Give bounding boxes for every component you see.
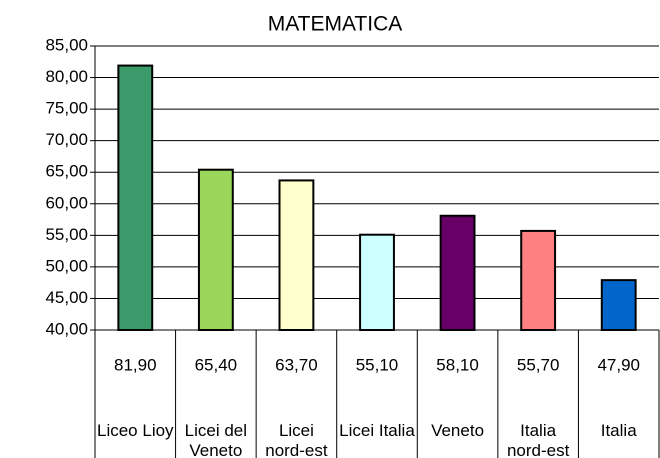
y-tick-label: 40,00 <box>45 319 88 338</box>
y-tick-label: 75,00 <box>45 99 88 118</box>
x-tick-label: Italia <box>600 421 637 440</box>
x-tick-label: Liceo Lioy <box>97 421 174 440</box>
bar <box>278 179 315 331</box>
y-tick-label: 85,00 <box>45 35 88 54</box>
y-tick-label: 55,00 <box>45 225 88 244</box>
x-tick-label: Veneto <box>431 421 485 440</box>
y-tick-label: 70,00 <box>45 130 88 149</box>
x-tick-label: Licei Italia <box>339 421 415 440</box>
x-tick-label: Licei nord-est <box>265 421 328 458</box>
value-label: 55,70 <box>517 355 560 374</box>
value-label: 55,10 <box>356 355 399 374</box>
x-tick-label: Licei del Veneto <box>184 421 248 458</box>
bar <box>117 64 154 331</box>
y-tick-label: 65,00 <box>45 162 88 181</box>
bar <box>359 233 395 331</box>
y-tick-label: 60,00 <box>45 193 88 212</box>
x-tick-label: Italia nord-est <box>506 421 570 458</box>
y-tick-label: 50,00 <box>45 256 88 275</box>
value-label: 58,10 <box>436 355 479 374</box>
y-tick-label: 45,00 <box>45 288 88 307</box>
bar <box>520 229 557 331</box>
value-label: 65,40 <box>195 355 238 374</box>
bar <box>197 168 234 331</box>
bar <box>600 279 637 331</box>
value-label: 47,90 <box>597 355 640 374</box>
value-label: 81,90 <box>114 355 157 374</box>
chart-title: MATEMATICA <box>268 13 403 36</box>
value-label: 63,70 <box>275 355 318 374</box>
y-tick-label: 80,00 <box>45 67 88 86</box>
bar <box>439 214 476 331</box>
